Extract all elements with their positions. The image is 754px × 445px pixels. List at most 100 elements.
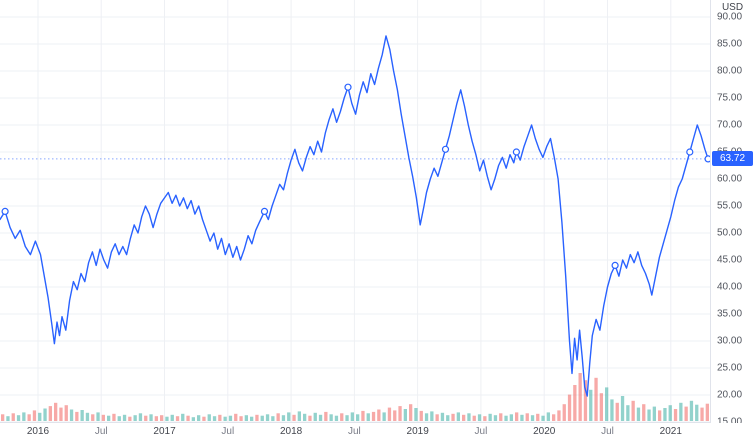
chart-pane[interactable] xyxy=(0,0,711,423)
volume-bar xyxy=(705,403,709,421)
volume-bar xyxy=(546,412,550,421)
volume-bar xyxy=(165,416,169,421)
time-tick-label: Jul xyxy=(474,426,488,437)
volume-bar xyxy=(467,413,471,421)
price-tick-label: 20.00 xyxy=(717,389,743,401)
volume-bar xyxy=(244,415,248,421)
volume-bar xyxy=(271,416,275,421)
volume-bar xyxy=(488,413,492,421)
volume-bar xyxy=(303,413,307,421)
volume-bar xyxy=(170,414,174,421)
volume-bar xyxy=(387,407,392,421)
time-tick-label: 2017 xyxy=(153,426,176,437)
volume-bar xyxy=(700,407,704,421)
volume-bar xyxy=(573,385,577,421)
volume-bar xyxy=(414,408,418,421)
price-axis[interactable]: USD 63.72 90.0085.0080.0075.0070.0065.00… xyxy=(711,0,754,428)
volume-bar xyxy=(462,414,466,421)
axis-corner xyxy=(711,423,754,445)
volume-bar xyxy=(149,414,153,421)
point-marker xyxy=(704,155,710,163)
volume-bar xyxy=(54,402,58,421)
volume-bar xyxy=(440,412,445,421)
volume-bar xyxy=(689,400,694,421)
volume-bar xyxy=(647,409,651,421)
volume-bar xyxy=(297,411,301,421)
volume-bar xyxy=(679,402,683,421)
volume-bar xyxy=(324,411,328,421)
price-tick-label: 90.00 xyxy=(717,11,743,23)
time-tick-label: 2018 xyxy=(279,426,303,437)
volume-bar xyxy=(456,412,460,421)
volume-bar xyxy=(186,415,190,421)
volume-bar xyxy=(626,405,630,421)
price-tick-label: 30.00 xyxy=(717,335,743,347)
volume-bar xyxy=(345,415,349,421)
time-tick-label: 2016 xyxy=(26,426,50,437)
volume-bar xyxy=(552,414,556,421)
price-tick-label: 35.00 xyxy=(717,308,743,320)
volume-bar xyxy=(594,377,598,421)
volume-bar xyxy=(382,412,386,421)
volume-bar xyxy=(197,415,201,421)
volume-bar xyxy=(239,416,243,421)
volume-bar xyxy=(22,412,26,421)
volume-bar xyxy=(583,380,588,421)
volume-bar xyxy=(160,415,164,421)
volume-bar xyxy=(48,406,52,421)
volume-bar xyxy=(668,405,672,421)
volume-bar xyxy=(96,412,100,421)
point-marker xyxy=(1,207,9,215)
volume-bar xyxy=(673,409,678,421)
volume-bar xyxy=(292,414,296,421)
volume-bar xyxy=(334,415,339,421)
time-axis[interactable]: 2016 Jul 2017 Jul 2018 Jul 2019 Jul 2020 Jul 2021 xyxy=(0,423,711,445)
volume-bar xyxy=(377,409,381,421)
volume-bar xyxy=(652,406,656,421)
point-marker xyxy=(611,261,619,269)
volume-bar xyxy=(631,400,635,421)
volume-bar xyxy=(11,413,15,421)
volume-bar xyxy=(567,394,572,421)
price-tick-label: 45.00 xyxy=(717,254,743,266)
volume-bar xyxy=(509,414,513,421)
volume-bar xyxy=(250,416,254,421)
volume-bar xyxy=(144,415,148,421)
volume-bar xyxy=(255,414,259,421)
time-tick-label: Jul xyxy=(347,426,361,437)
volume-bar xyxy=(276,413,280,421)
price-tick-label: 25.00 xyxy=(717,362,743,374)
volume-bar xyxy=(43,408,47,421)
volume-bar xyxy=(589,389,593,421)
volume-bar xyxy=(366,413,370,421)
volume-bar xyxy=(234,413,238,421)
point-marker xyxy=(512,148,521,156)
volume-bar xyxy=(191,417,195,421)
volume-bar xyxy=(620,396,625,421)
volume-bar xyxy=(409,404,413,421)
time-tick-label: 2021 xyxy=(659,426,682,437)
volume-bar xyxy=(85,412,90,421)
volume-bar xyxy=(642,404,646,421)
volume-bar xyxy=(520,414,524,421)
volume-bar xyxy=(128,416,132,421)
volume-bar xyxy=(6,416,10,421)
volume-bar xyxy=(212,416,217,421)
volume-bar xyxy=(313,412,317,421)
volume-bar xyxy=(202,416,206,421)
volume-bar xyxy=(181,413,185,421)
volume-bar xyxy=(541,415,545,421)
volume-bar xyxy=(636,407,641,421)
volume-bar xyxy=(38,412,42,421)
volume-bar xyxy=(536,413,540,421)
volume-bar xyxy=(435,414,439,421)
volume-bar xyxy=(175,416,180,421)
volume-bar xyxy=(424,413,429,421)
volume-bar xyxy=(483,416,487,421)
volume-bar xyxy=(281,415,286,421)
volume-bar xyxy=(154,416,158,421)
volume-bar xyxy=(69,409,74,421)
volume-bar xyxy=(530,415,535,421)
volume-bar xyxy=(477,414,482,421)
